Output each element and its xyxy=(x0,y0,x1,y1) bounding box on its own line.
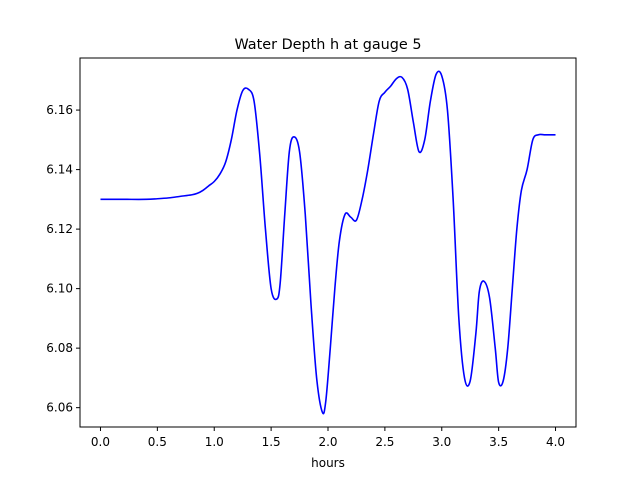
y-tick-label: 6.10 xyxy=(46,282,73,296)
y-tick-label: 6.12 xyxy=(46,222,73,236)
x-tick-label: 3.0 xyxy=(432,435,451,449)
water-depth-series-line xyxy=(100,70,556,415)
y-tick-label: 6.14 xyxy=(46,163,73,177)
x-tick-label: 1.5 xyxy=(262,435,281,449)
plot-frame xyxy=(79,57,577,428)
x-tick-label: 4.0 xyxy=(546,435,565,449)
chart-title: Water Depth h at gauge 5 xyxy=(234,37,421,53)
x-tick-label: 1.0 xyxy=(205,435,224,449)
y-tick-label: 6.06 xyxy=(46,401,73,415)
x-tick-label: 2.5 xyxy=(375,435,394,449)
x-axis-label: hours xyxy=(311,456,345,470)
y-tick-label: 6.16 xyxy=(46,103,73,117)
axis-ticks: 0.0 0.5 1.0 1.5 2.0 2.5 3.0 3.5 4.0 6.06 6.08 6.10 6… xyxy=(46,103,565,449)
x-tick-label: 0.5 xyxy=(148,435,167,449)
x-tick-label: 0.0 xyxy=(91,435,110,449)
x-tick-label: 3.5 xyxy=(489,435,508,449)
y-tick-label: 6.08 xyxy=(46,341,73,355)
plot-area xyxy=(100,70,556,415)
x-tick-label: 2.0 xyxy=(318,435,337,449)
